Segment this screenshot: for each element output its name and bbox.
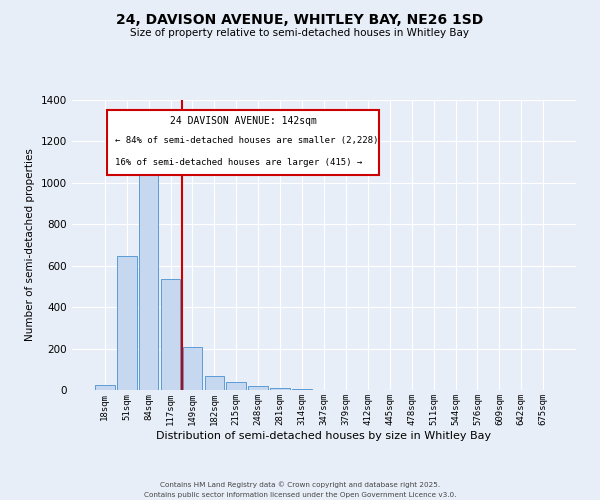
Bar <box>139 154 158 390</box>
Text: 16% of semi-detached houses are larger (415) →: 16% of semi-detached houses are larger (… <box>115 158 362 167</box>
Text: Contains HM Land Registry data © Crown copyright and database right 2025.: Contains HM Land Registry data © Crown c… <box>160 481 440 488</box>
Bar <box>161 279 181 390</box>
Bar <box>182 346 202 390</box>
Bar <box>248 386 268 390</box>
Y-axis label: Number of semi-detached properties: Number of semi-detached properties <box>25 148 35 342</box>
Bar <box>205 376 224 390</box>
FancyBboxPatch shape <box>107 110 379 176</box>
Text: 24, DAVISON AVENUE, WHITLEY BAY, NE26 1SD: 24, DAVISON AVENUE, WHITLEY BAY, NE26 1S… <box>116 12 484 26</box>
Text: Contains public sector information licensed under the Open Government Licence v3: Contains public sector information licen… <box>144 492 456 498</box>
Bar <box>226 382 246 390</box>
Bar <box>270 388 290 390</box>
Text: Size of property relative to semi-detached houses in Whitley Bay: Size of property relative to semi-detach… <box>131 28 470 38</box>
Bar <box>292 389 312 390</box>
Text: 24 DAVISON AVENUE: 142sqm: 24 DAVISON AVENUE: 142sqm <box>170 116 317 126</box>
Bar <box>95 385 115 390</box>
X-axis label: Distribution of semi-detached houses by size in Whitley Bay: Distribution of semi-detached houses by … <box>157 430 491 440</box>
Bar <box>117 256 137 390</box>
Text: ← 84% of semi-detached houses are smaller (2,228): ← 84% of semi-detached houses are smalle… <box>115 136 378 145</box>
